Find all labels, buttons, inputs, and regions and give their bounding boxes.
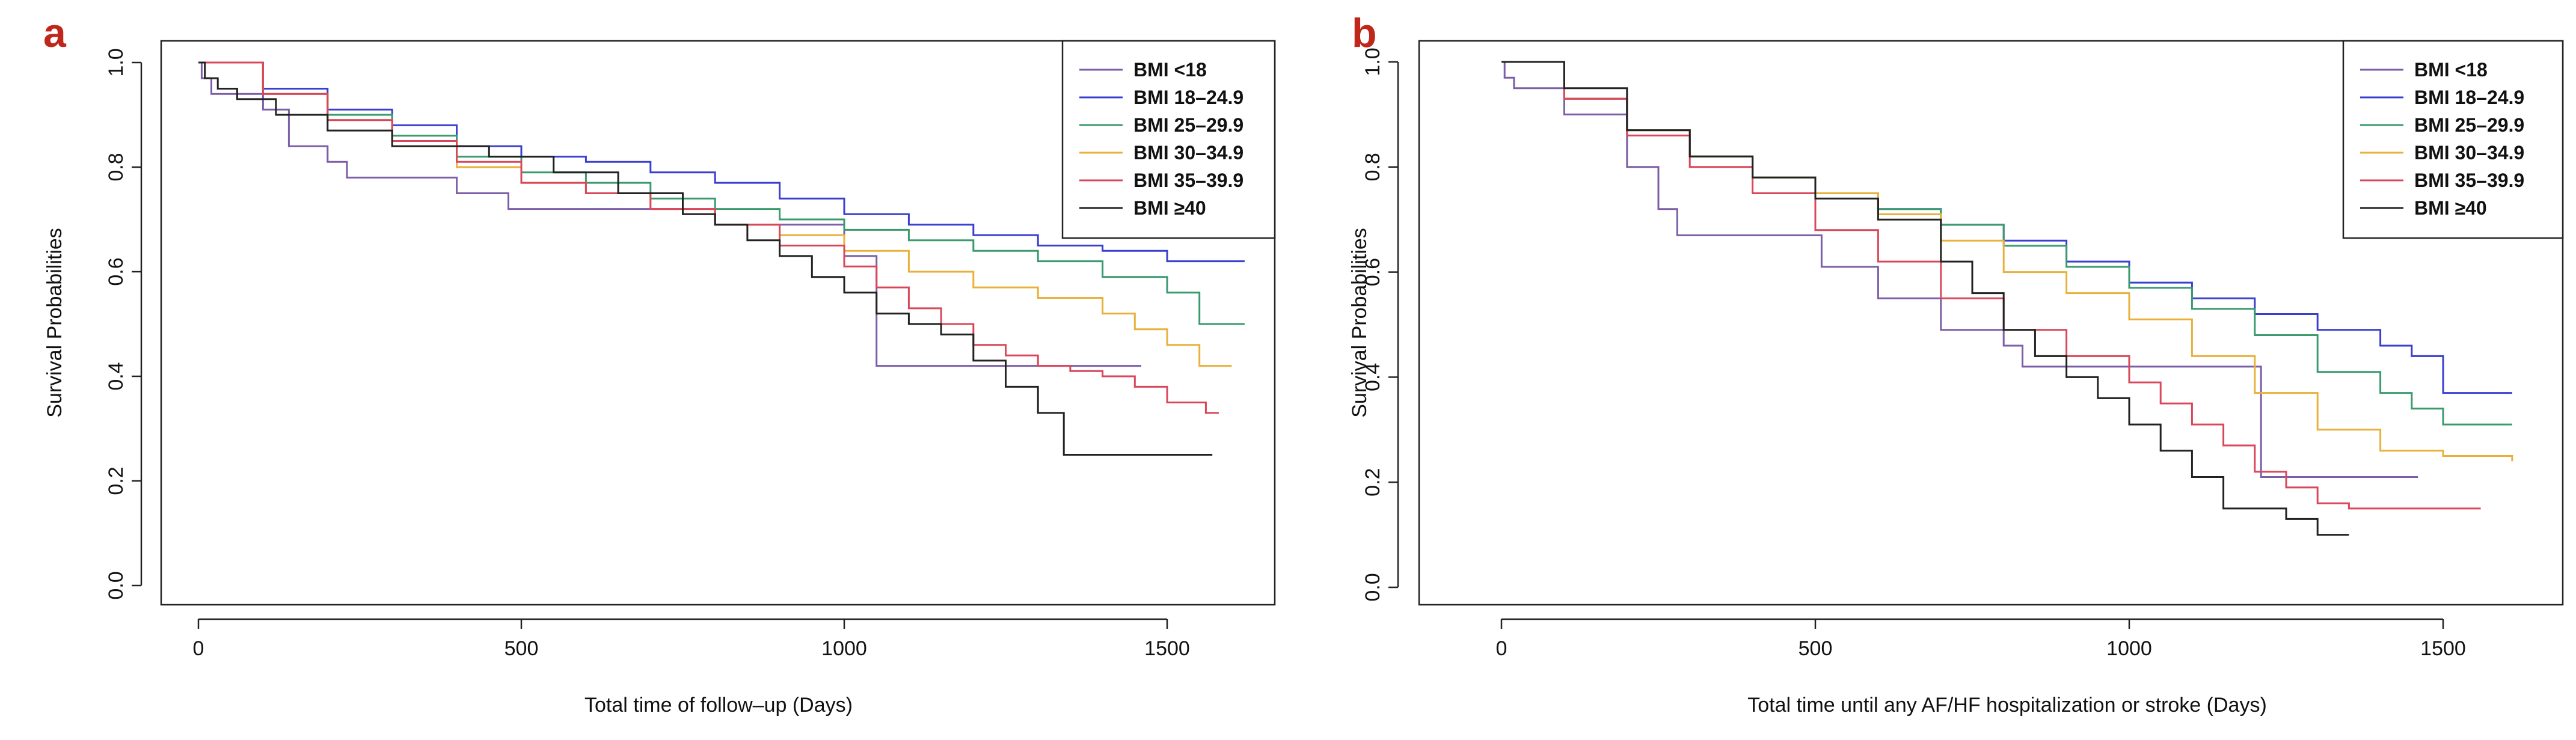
panel-b-y-tick-label: 0.0 (1361, 573, 1384, 601)
panel-b-y-tick-label: 0.6 (1361, 258, 1384, 286)
panel-b-y-tick-label: 0.8 (1361, 153, 1384, 181)
panel-a-y-axis-title: Survival Probabilities (43, 228, 66, 418)
panel-a-x-axis-title: Total time of follow–up (Days) (584, 694, 853, 717)
panel-a-x-tick-label: 1500 (1144, 637, 1190, 660)
panel-b-legend-label: BMI <18 (2414, 59, 2488, 81)
panel-a-legend-box (1061, 40, 1276, 239)
panel-b-plot-frame (1418, 40, 2564, 606)
panel-a-x-tick-label: 1000 (821, 637, 867, 660)
panel-b-x-tick-label: 1500 (2420, 637, 2466, 660)
panel-b-y-tick-label: 1.0 (1361, 47, 1384, 76)
panel-b: b 0 500 1000 1500 0.0 0.2 0.4 0.6 0.8 1.0 BMI <18… (1348, 10, 2564, 717)
panel-a-y-tick-label: 1.0 (105, 48, 127, 76)
panel-b-legend-label: BMI 30–34.9 (2414, 142, 2524, 164)
panel-a-axes: 0 500 1000 1500 0.0 0.2 0.4 0.6 0.8 1.0 (105, 48, 1190, 660)
panel-b-x-axis-title: Total time until any AF/HF hospitalizati… (1747, 694, 2267, 717)
panel-a-y-tick-label: 0.8 (105, 153, 127, 181)
panel-a-series-line (198, 61, 1213, 456)
panel-a-legend-label: BMI 35–39.9 (1133, 170, 1244, 191)
panel-b-legend-box (2342, 40, 2564, 239)
panel-b-y-tick-label: 0.2 (1361, 468, 1384, 497)
panel-a-label: a (43, 10, 67, 56)
panel-a-legend: BMI <18 BMI 18–24.9 BMI 25–29.9 BMI 30–34.9… (1061, 40, 1276, 239)
panel-b-x-tick-label: 0 (1496, 637, 1507, 660)
panel-a-plot-frame (160, 40, 1276, 606)
panel-a-series-line (198, 61, 1219, 414)
panel-a-y-tick-label: 0.4 (105, 362, 127, 390)
panel-b-series (1501, 61, 2513, 536)
panel-b-series-line (1501, 61, 2349, 536)
panel-a-legend-label: BMI <18 (1133, 59, 1207, 81)
panel-b-legend-label: BMI 25–29.9 (2414, 114, 2524, 136)
panel-a-legend-label: BMI ≥40 (1133, 197, 1206, 219)
panel-b-legend-label: BMI 35–39.9 (2414, 170, 2524, 191)
panel-b-y-axis-title: Survival Probabilities (1348, 228, 1371, 418)
panel-a-legend-label: BMI 30–34.9 (1133, 142, 1244, 164)
panel-a: a 0 500 1000 1500 0.0 0.2 0.4 0.6 0.8 1.0 BMI <18… (43, 10, 1276, 717)
panel-b-label: b (1352, 10, 1377, 56)
panel-b-x-tick-label: 500 (1799, 637, 1833, 660)
panel-a-series (198, 61, 1245, 456)
panel-a-legend-label: BMI 25–29.9 (1133, 114, 1244, 136)
panel-b-y-tick-label: 0.4 (1361, 363, 1384, 391)
panel-a-y-tick-label: 0.6 (105, 257, 127, 286)
panel-a-y-tick-label: 0.2 (105, 466, 127, 495)
panel-a-series-line (198, 61, 1245, 263)
panel-a-x-tick-label: 500 (504, 637, 539, 660)
panel-a-x-tick-label: 0 (193, 637, 204, 660)
panel-b-series-line (1501, 61, 2418, 478)
panel-b-legend-label: BMI ≥40 (2414, 197, 2487, 219)
panel-a-legend-label: BMI 18–24.9 (1133, 87, 1244, 108)
panel-b-x-tick-label: 1000 (2106, 637, 2152, 660)
panel-b-legend-label: BMI 18–24.9 (2414, 87, 2524, 108)
panel-b-legend: BMI <18 BMI 18–24.9 BMI 25–29.9 BMI 30–34.9… (2342, 40, 2564, 239)
panel-a-series-line (198, 61, 1141, 367)
panel-b-axes: 0 500 1000 1500 0.0 0.2 0.4 0.6 0.8 1.0 (1361, 47, 2466, 660)
panel-a-y-tick-label: 0.0 (105, 571, 127, 599)
